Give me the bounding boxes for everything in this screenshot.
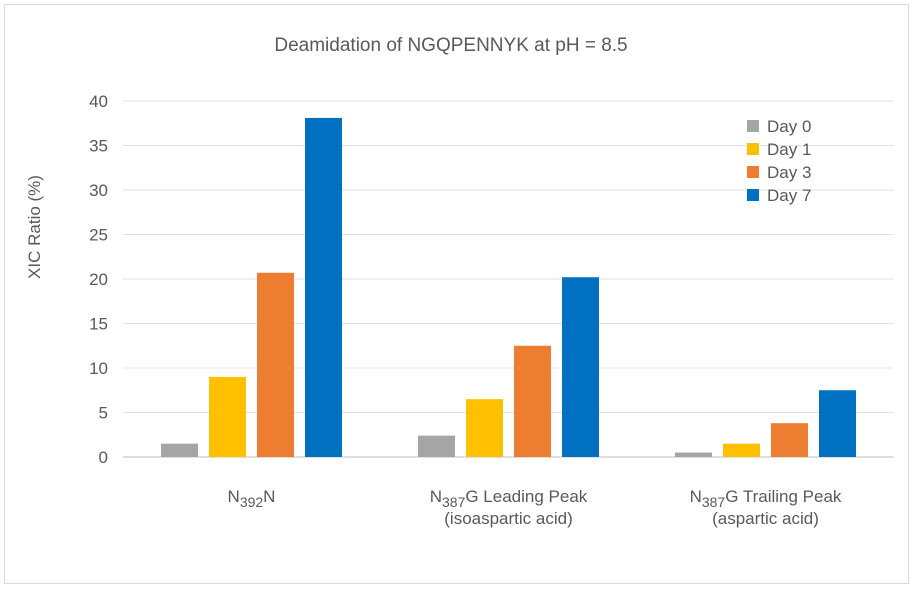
bar-day-3 xyxy=(257,272,294,457)
x-axis-labels: N392N N387G Leading Peak(isoaspartic acid… xyxy=(228,487,842,528)
y-tick-label: 35 xyxy=(89,137,108,156)
legend-label: Day 0 xyxy=(767,117,811,136)
x-category-label: (aspartic acid) xyxy=(712,509,819,528)
y-tick-label: 40 xyxy=(89,92,108,111)
x-category-label: N387G Trailing Peak xyxy=(690,487,842,510)
legend-label: Day 1 xyxy=(767,140,811,159)
bar-day-0 xyxy=(418,435,455,457)
gridlines xyxy=(123,100,894,458)
y-tick-label: 25 xyxy=(89,226,108,245)
legend: Day 0 Day 1 Day 3 Day 7 xyxy=(747,117,811,205)
bar-day-3 xyxy=(771,423,808,457)
legend-label: Day 3 xyxy=(767,163,811,182)
chart-title: Deamidation of NGQPENNYK at pH = 8.5 xyxy=(274,35,627,56)
bar-day-1 xyxy=(209,376,246,457)
legend-swatch xyxy=(747,166,759,178)
legend-swatch xyxy=(747,189,759,201)
legend-swatch xyxy=(747,143,759,155)
bar-day-7 xyxy=(819,390,856,457)
y-tick-label: 5 xyxy=(99,404,108,423)
y-tick-label: 15 xyxy=(89,315,108,334)
y-axis-ticks: 0 5 10 15 20 25 30 35 40 xyxy=(89,92,108,467)
bar-day-0 xyxy=(161,443,198,457)
bar-day-1 xyxy=(723,443,760,457)
bar-day-7 xyxy=(562,277,599,457)
y-tick-label: 0 xyxy=(99,448,108,467)
y-axis-label: XIC Ratio (%) xyxy=(25,175,44,279)
legend-swatch xyxy=(747,120,759,132)
x-category-label: (isoaspartic acid) xyxy=(444,509,573,528)
bar-day-3 xyxy=(514,345,551,457)
y-tick-label: 20 xyxy=(89,270,108,289)
y-tick-label: 10 xyxy=(89,359,108,378)
bar-day-7 xyxy=(305,117,342,457)
x-category-label: N387G Leading Peak xyxy=(430,487,588,510)
y-tick-label: 30 xyxy=(89,181,108,200)
bar-chart: Deamidation of NGQPENNYK at pH = 8.5 0 5 1… xyxy=(25,35,894,528)
chart-frame: Deamidation of NGQPENNYK at pH = 8.5 0 5 1… xyxy=(4,4,909,584)
bar-day-1 xyxy=(466,399,503,457)
legend-label: Day 7 xyxy=(767,186,811,205)
x-category-label: N392N xyxy=(228,487,276,510)
bar-day-0 xyxy=(675,452,712,457)
bars xyxy=(161,117,856,457)
